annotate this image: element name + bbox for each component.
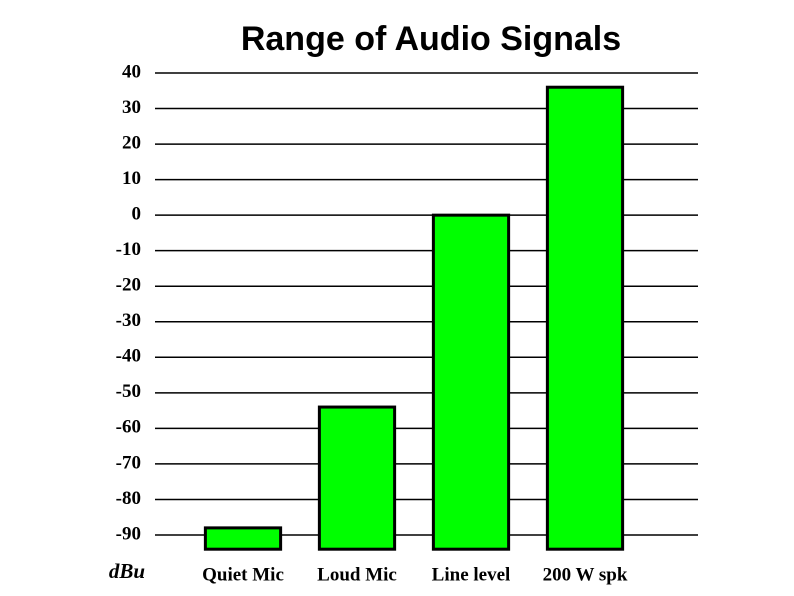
x-tick-label: Quiet Mic bbox=[202, 564, 284, 585]
y-tick-label: -70 bbox=[116, 452, 141, 473]
bar bbox=[545, 85, 625, 551]
y-tick-label: 30 bbox=[122, 97, 141, 118]
y-tick-label: -80 bbox=[116, 488, 141, 509]
bar bbox=[431, 213, 511, 551]
y-tick-label: -10 bbox=[116, 239, 141, 260]
y-tick-label: -30 bbox=[116, 310, 141, 331]
x-tick-label: Line level bbox=[432, 564, 511, 585]
y-tick-label: -40 bbox=[116, 346, 141, 367]
y-tick-label: 20 bbox=[122, 132, 141, 153]
y-tick-label: -20 bbox=[116, 275, 141, 296]
y-tick-label: 40 bbox=[122, 61, 141, 82]
y-tick-label: 0 bbox=[132, 204, 142, 225]
y-axis-label: dBu bbox=[109, 559, 145, 583]
y-tick-label: 10 bbox=[122, 168, 141, 189]
bar bbox=[317, 405, 397, 551]
y-tick-label: -90 bbox=[116, 523, 141, 544]
bar bbox=[203, 526, 283, 551]
chart-title: Range of Audio Signals bbox=[241, 20, 621, 58]
x-tick-label: 200 W spk bbox=[543, 564, 628, 585]
y-tick-label: -50 bbox=[116, 381, 141, 402]
y-tick-label: -60 bbox=[116, 417, 141, 438]
x-tick-label: Loud Mic bbox=[317, 564, 397, 585]
